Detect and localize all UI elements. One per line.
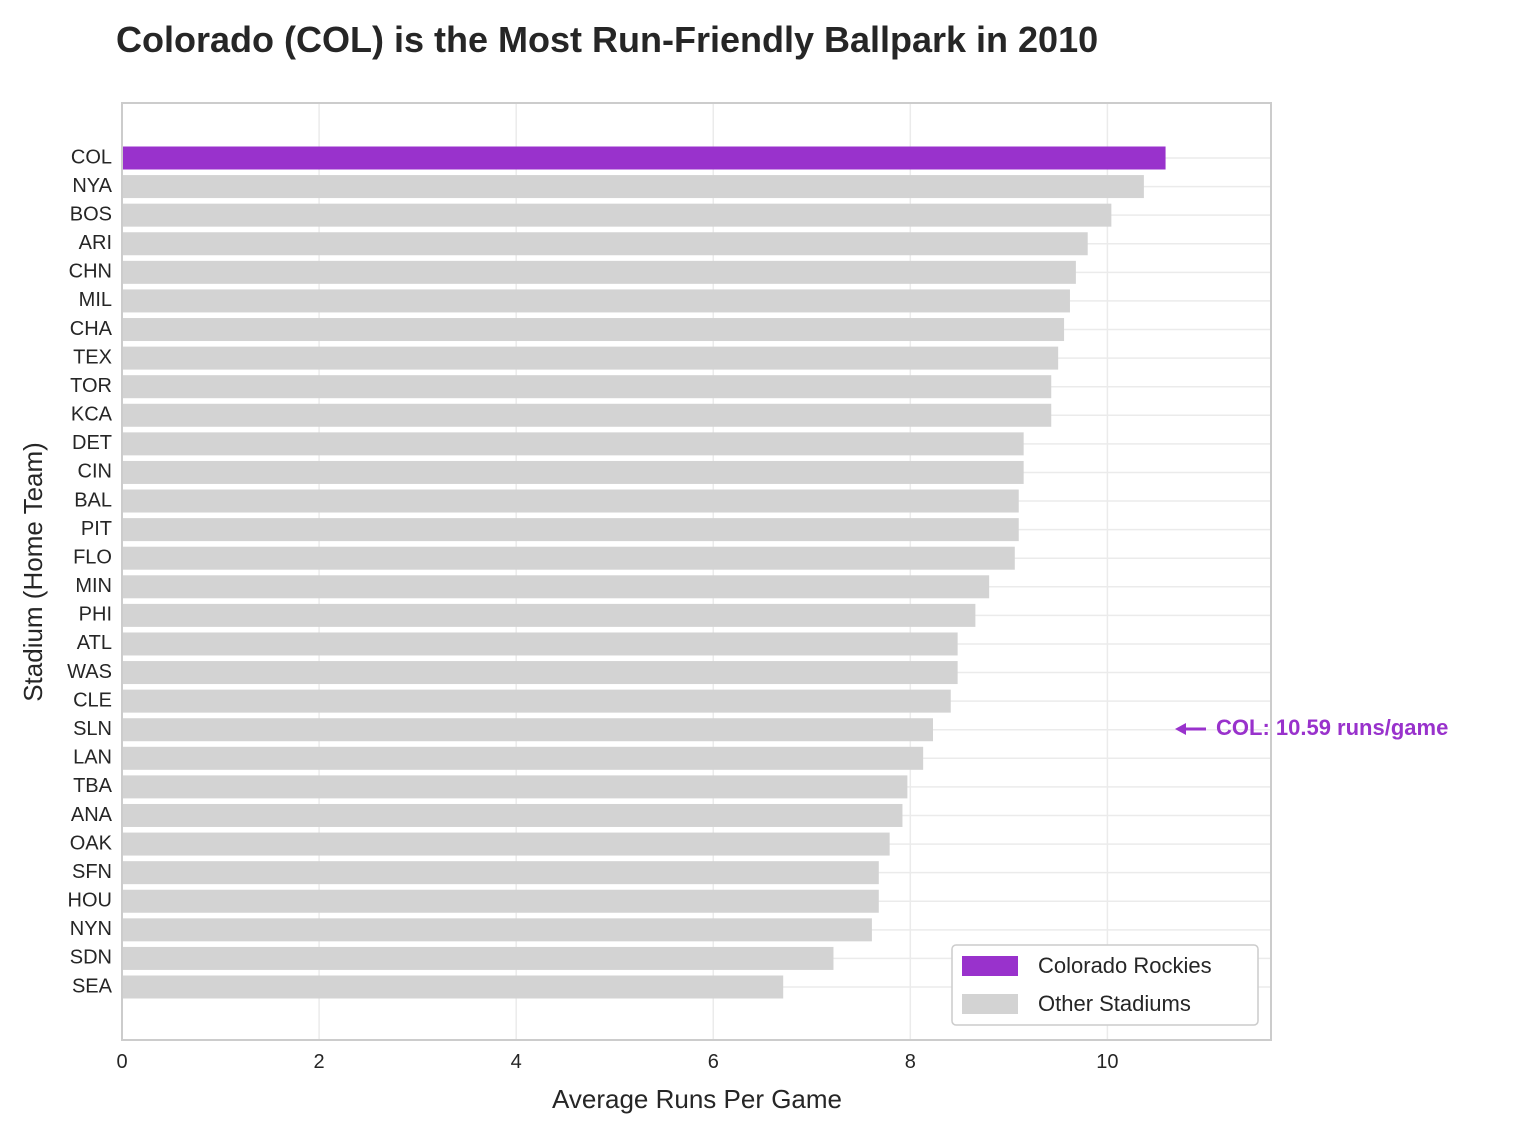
bar-cle — [122, 689, 951, 713]
y-axis-label: Stadium (Home Team) — [18, 442, 48, 702]
y-tick-label: TOR — [70, 375, 112, 397]
bar-phi — [122, 603, 976, 627]
bar-ari — [122, 232, 1088, 256]
bar-cha — [122, 318, 1065, 342]
y-tick-label: MIL — [79, 289, 112, 311]
y-tick-label: MIN — [75, 575, 112, 597]
y-tick-label: COL — [71, 146, 112, 168]
bar-min — [122, 575, 990, 599]
bar-was — [122, 661, 958, 685]
bar-chn — [122, 260, 1076, 284]
bar-sdn — [122, 946, 834, 970]
legend: Colorado Rockies Other Stadiums — [951, 944, 1259, 1026]
bar-tor — [122, 375, 1052, 399]
bar-lan — [122, 746, 924, 770]
bar-oak — [122, 832, 890, 856]
bar-pit — [122, 518, 1019, 542]
legend-entry-other: Other Stadiums — [1038, 991, 1191, 1016]
bar-col — [122, 146, 1166, 170]
x-tick-label: 6 — [708, 1051, 719, 1073]
y-tick-label: CIN — [78, 461, 112, 483]
bar-mil — [122, 289, 1070, 313]
x-tick-label: 4 — [511, 1051, 522, 1073]
y-tick-label: ANA — [71, 804, 113, 826]
x-tick-label: 2 — [314, 1051, 325, 1073]
bar-bos — [122, 203, 1112, 227]
y-tick-label: CHA — [70, 318, 113, 340]
bar-kca — [122, 403, 1052, 427]
bar-tex — [122, 346, 1059, 370]
bar-bal — [122, 489, 1019, 513]
bar-hou — [122, 889, 879, 913]
y-tick-label: BOS — [70, 203, 112, 225]
bar-sfn — [122, 861, 879, 885]
x-tick-label: 8 — [905, 1051, 916, 1073]
chart-title: Colorado (COL) is the Most Run-Friendly … — [116, 19, 1098, 60]
y-tick-label: TEX — [73, 346, 112, 368]
y-tick-label: ATL — [77, 632, 112, 654]
y-tick-label: ARI — [79, 232, 112, 254]
bar-tba — [122, 775, 908, 799]
legend-box — [951, 944, 1259, 1026]
y-tick-label: DET — [72, 432, 112, 454]
bar-ana — [122, 803, 903, 827]
y-tick-label: SEA — [72, 975, 113, 997]
x-tick-label: 0 — [116, 1051, 127, 1073]
y-tick-label: NYN — [70, 918, 112, 940]
annotation-text: COL: 10.59 runs/game — [1216, 715, 1448, 740]
y-tick-label: FLO — [73, 546, 112, 568]
y-tick-label: HOU — [68, 890, 112, 912]
x-tick-label: 10 — [1096, 1051, 1118, 1073]
bar-sln — [122, 718, 934, 742]
y-tick-label: BAL — [74, 489, 112, 511]
legend-swatch-other — [962, 994, 1018, 1014]
bar-sea — [122, 975, 784, 999]
x-axis-label: Average Runs Per Game — [552, 1084, 842, 1114]
legend-swatch-highlight — [962, 956, 1018, 976]
legend-entry-colorado: Colorado Rockies — [1038, 953, 1212, 978]
y-tick-label: SLN — [73, 718, 112, 740]
y-tick-label: KCA — [71, 404, 113, 426]
y-tick-label: PIT — [81, 518, 112, 540]
y-tick-label: WAS — [67, 661, 112, 683]
y-tick-label: CHN — [69, 261, 112, 283]
plot-frame — [121, 102, 1272, 1041]
y-tick-label: CLE — [73, 689, 112, 711]
bar-cin — [122, 460, 1024, 484]
y-tick-label: NYA — [72, 175, 112, 197]
y-tick-label: TBA — [73, 775, 113, 797]
annotation: COL: 10.59 runs/game — [1175, 715, 1448, 740]
y-tick-label: LAN — [73, 747, 112, 769]
y-tick-label: OAK — [70, 832, 113, 854]
bar-flo — [122, 546, 1015, 570]
bar-nyn — [122, 918, 872, 942]
bar-atl — [122, 632, 958, 656]
y-tick-label: PHI — [79, 604, 112, 626]
bar-nya — [122, 175, 1144, 199]
arrow-head-icon — [1175, 723, 1186, 735]
y-tick-label: SDN — [70, 947, 112, 969]
y-tick-label: SFN — [72, 861, 112, 883]
bar-det — [122, 432, 1024, 456]
